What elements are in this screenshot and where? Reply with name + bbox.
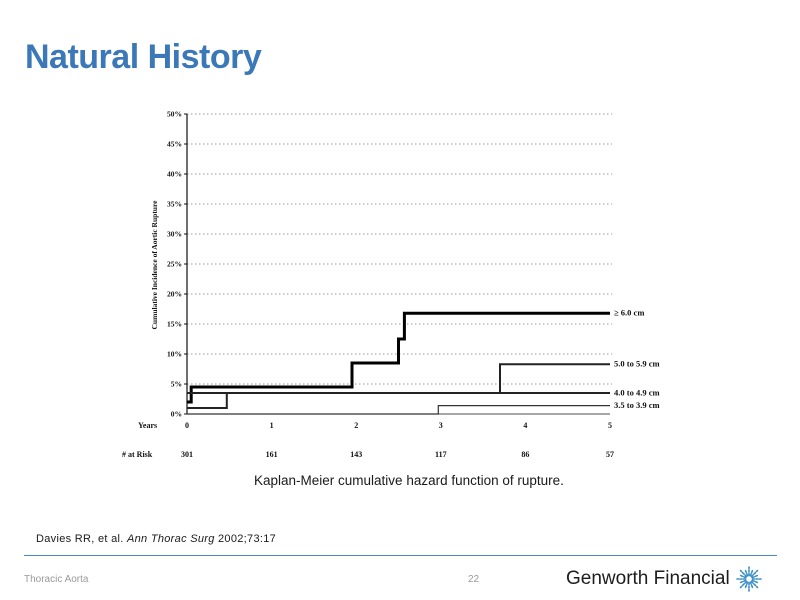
at-risk-value: 86 [521, 450, 529, 459]
citation: Davies RR, et al. Ann Thorac Surg 2002;7… [36, 533, 276, 545]
starburst-icon [735, 566, 762, 592]
starburst-ray [749, 581, 753, 589]
brand-name: Genworth Financial [566, 568, 730, 589]
starburst-ray [739, 579, 747, 584]
citation-authors: Davies RR, et al. [36, 533, 124, 545]
y-tick-label: 15% [167, 320, 182, 329]
series-line [187, 405, 610, 415]
y-tick-label: 20% [167, 290, 182, 299]
y-tick-label: 35% [167, 200, 182, 209]
at-risk-value: 301 [181, 450, 193, 459]
y-axis-label: Cumulative Incidence of Aortic Rupture [150, 200, 159, 330]
at-risk-value: 57 [606, 450, 614, 459]
chart-series [187, 311, 610, 415]
starburst-ray [739, 580, 748, 589]
citation-ref: 2002;73:17 [218, 533, 277, 545]
starburst-ray [739, 569, 748, 578]
starburst-ray [750, 580, 758, 589]
series-line [187, 363, 610, 394]
at-risk-value: 143 [350, 450, 362, 459]
chart-caption: Kaplan-Meier cumulative hazard function … [254, 473, 564, 488]
y-tick-label: 30% [167, 230, 182, 239]
x-axis-label: Years [138, 421, 157, 430]
series-labels: ≥ 6.0 cm 5.0 to 5.9 cm 4.0 to 4.9 cm 3.5 to… [614, 308, 660, 410]
citation-journal: Ann Thorac Surg [127, 533, 215, 545]
starburst-ray [751, 579, 758, 584]
starburst-ray [744, 581, 749, 589]
at-risk-row: 301 161 143 117 86 57 [181, 450, 614, 459]
footer-divider [24, 555, 777, 556]
y-tick-label: 40% [167, 170, 182, 179]
x-tick-label: 5 [608, 421, 612, 430]
page-number: 22 [468, 574, 480, 585]
at-risk-value: 161 [266, 450, 278, 459]
footer-section: Thoracic Aorta [24, 574, 89, 585]
starburst-ray [749, 569, 753, 577]
y-tick-label: 10% [167, 350, 182, 359]
starburst-ray [750, 569, 758, 578]
y-tick-label: 45% [167, 140, 182, 149]
x-tick-label: 0 [185, 421, 189, 430]
series-label: ≥ 6.0 cm [614, 308, 644, 318]
y-tick-label: 50% [167, 110, 182, 119]
at-risk-label: # at Risk [122, 450, 153, 459]
x-tick-label: 1 [270, 421, 274, 430]
at-risk-value: 117 [435, 450, 447, 459]
slide-title: Natural History [25, 38, 262, 76]
y-tick-label: 25% [167, 260, 182, 269]
brand-logo: Genworth Financial [566, 566, 762, 592]
x-tick-labels: 0 1 2 3 4 5 [185, 421, 612, 430]
kaplan-meier-chart: 0% 5% 10% 15% 20% 25% 30% 35% 40% 45% 50% 0 1 2 3 4 5 ≥… [122, 110, 660, 460]
series-label: 3.5 to 3.9 cm [614, 400, 660, 410]
series-line [187, 311, 610, 404]
starburst-ray [751, 574, 758, 579]
series-line [187, 392, 610, 409]
series-label: 4.0 to 4.9 cm [614, 388, 660, 398]
x-tick-label: 2 [354, 421, 358, 430]
starburst-ray [744, 569, 749, 577]
y-tick-label: 0% [171, 410, 182, 419]
y-tick-label: 5% [171, 380, 182, 389]
x-tick-label: 4 [523, 421, 527, 430]
series-label: 5.0 to 5.9 cm [614, 359, 660, 369]
starburst-ray [739, 574, 747, 579]
y-tick-labels: 0% 5% 10% 15% 20% 25% 30% 35% 40% 45% 50% [167, 110, 182, 419]
x-tick-label: 3 [439, 421, 443, 430]
